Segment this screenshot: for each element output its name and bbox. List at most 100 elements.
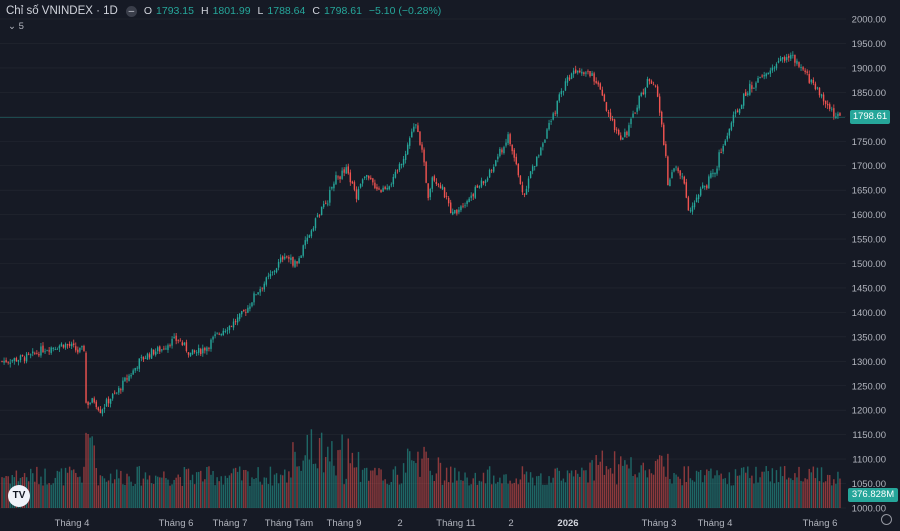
candle-body <box>488 170 491 178</box>
volume-bar <box>38 484 40 508</box>
candle-body <box>417 125 419 133</box>
y-tick-label: 1850.00 <box>852 88 886 99</box>
volume-bar <box>288 471 290 508</box>
candle-body <box>466 201 468 204</box>
symbol-title[interactable]: Chỉ số VNINDEX · 1D <box>6 5 118 17</box>
volume-bar <box>355 467 358 508</box>
close-label: C <box>312 5 320 17</box>
candle-body <box>302 245 304 256</box>
volume-bar <box>740 467 743 508</box>
candle-body <box>519 175 522 185</box>
candle-body <box>712 172 714 174</box>
candle-body <box>329 190 331 203</box>
time-axis[interactable]: Tháng 4 Tháng 6 Tháng 7 Tháng Tám Tháng 9 2 Th… <box>55 518 838 529</box>
candle-body <box>392 176 395 185</box>
symbol-legend: Chỉ số VNINDEX · 1D – O 1793.15 H 1801.99 … <box>6 5 444 17</box>
volume-bar <box>628 468 630 508</box>
volume-bar <box>48 483 50 508</box>
volume-bar <box>335 475 337 508</box>
candle-body <box>587 71 589 73</box>
candle-body <box>130 375 132 377</box>
volume-bar <box>388 484 390 508</box>
candle-body <box>204 347 206 351</box>
candle-body <box>667 156 669 186</box>
candle-body <box>306 237 309 242</box>
volume-bar <box>431 475 433 508</box>
candle-body <box>812 79 815 84</box>
volume-bar <box>54 477 57 508</box>
volume-bar <box>109 473 112 508</box>
candle-body <box>683 176 685 184</box>
volume-bar <box>558 470 561 508</box>
candle-body <box>419 131 421 145</box>
candle-body <box>552 113 554 120</box>
volume-bar <box>396 474 399 508</box>
volume-bar <box>216 477 218 508</box>
volume-bar <box>226 477 229 508</box>
candle-body <box>605 102 608 111</box>
volume-tag: 376.828M <box>848 488 898 502</box>
volume-bar <box>556 467 558 508</box>
candle-body <box>577 70 579 73</box>
candle-body <box>325 202 327 204</box>
volume-bar <box>785 479 788 508</box>
candle-body <box>591 73 593 76</box>
volume-bar <box>452 482 454 508</box>
volume-bar <box>577 473 579 508</box>
volume-bar <box>83 466 85 508</box>
volume-bar <box>376 475 378 508</box>
candle-body <box>263 283 265 290</box>
candle-body <box>382 187 384 192</box>
candle-body <box>486 178 489 181</box>
volume-bar <box>152 483 155 508</box>
volume-bar <box>150 483 153 508</box>
y-tick-label: 1300.00 <box>852 357 886 368</box>
volume-bar <box>384 479 386 508</box>
settings-icon[interactable] <box>881 514 892 525</box>
volume-bar <box>415 463 417 508</box>
candle-body <box>101 409 104 414</box>
volume-bar <box>671 483 673 508</box>
price-axis[interactable]: 1000.00 1050.00 1100.00 1150.00 1200.00 1250.… <box>852 15 886 515</box>
volume-bar <box>605 466 608 508</box>
candle-body <box>441 186 444 190</box>
candle-body <box>603 94 606 102</box>
candle-body <box>474 186 477 198</box>
collapse-icon[interactable]: – <box>125 5 137 17</box>
candle-body <box>644 88 647 95</box>
volume-bar <box>835 483 837 508</box>
candle-body <box>470 195 472 198</box>
volume-bar <box>814 478 817 508</box>
change-value: −5.10 (−0.28%) <box>368 5 442 17</box>
candle-body <box>29 354 32 356</box>
candle-body <box>749 83 751 95</box>
candle-body <box>554 112 556 114</box>
candle-body <box>224 330 227 332</box>
candle-body <box>783 57 786 61</box>
candle-body <box>322 203 325 208</box>
volume-bar <box>478 480 481 508</box>
candle-body <box>779 58 782 61</box>
volume-bar <box>525 471 528 508</box>
volume-bar <box>595 455 597 508</box>
tradingview-logo-icon[interactable]: TV <box>8 485 30 507</box>
volume-bar <box>566 470 569 508</box>
volume-bar <box>245 469 247 508</box>
candle-body <box>833 108 835 117</box>
volume-bar <box>161 477 163 508</box>
candle-body <box>490 170 493 172</box>
volume-bar <box>187 468 190 508</box>
y-tick-label: 1500.00 <box>852 259 886 270</box>
candle-body <box>710 173 712 178</box>
indicators-toggle[interactable]: ⌄ 5 <box>8 21 24 32</box>
volume-bar <box>52 483 54 508</box>
volume-bar <box>554 468 556 508</box>
candle-body <box>402 158 405 165</box>
x-tick-label: 2 <box>508 518 513 529</box>
candle-body <box>9 362 11 364</box>
candle-body <box>609 112 612 119</box>
candle-body <box>495 160 497 167</box>
volume-bar <box>210 474 212 508</box>
volume-bar <box>617 464 620 508</box>
